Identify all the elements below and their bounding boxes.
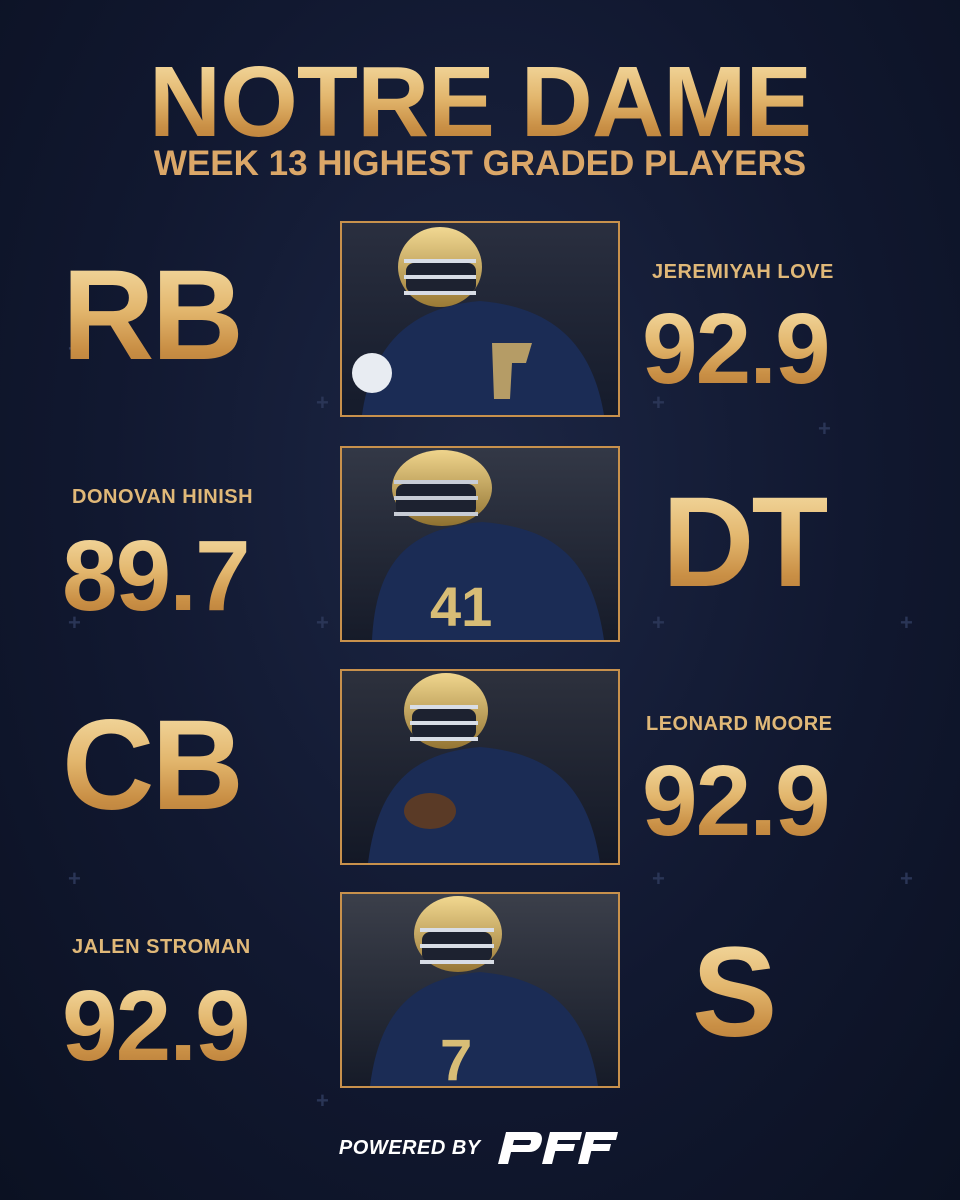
player-silhouette-icon: 7: [342, 894, 618, 1086]
player-name: LEONARD MOORE: [646, 713, 833, 735]
pff-logo-icon: [498, 1132, 619, 1164]
player-name: DONOVAN HINISH: [72, 486, 254, 508]
player-silhouette-icon: [342, 223, 618, 415]
plus-decoration-icon: +: [652, 866, 665, 891]
player-row-rb: RB JEREMIYAH LOVE 92.9: [0, 221, 960, 421]
player-name: JALEN STROMAN: [72, 936, 251, 958]
player-photo: [340, 221, 620, 417]
plus-decoration-icon: +: [316, 1088, 329, 1113]
position-label: RB: [62, 244, 244, 387]
player-silhouette-icon: 41: [342, 448, 618, 640]
position-label: DT: [662, 471, 830, 614]
plus-decoration-icon: +: [818, 416, 831, 441]
plus-decoration-icon: +: [316, 390, 329, 415]
player-row-cb: CB LEONARD MOORE 92.9: [0, 669, 960, 869]
powered-by-label: POWERED BY: [338, 1136, 481, 1159]
plus-decoration-icon: +: [652, 610, 665, 635]
player-grade: 92.9: [642, 745, 831, 857]
plus-decoration-icon: +: [316, 610, 329, 635]
svg-text:41: 41: [430, 575, 492, 638]
plus-decoration-icon: +: [68, 338, 81, 360]
player-grade: 92.9: [62, 970, 251, 1082]
plus-decoration-icon: +: [68, 866, 81, 891]
position-label: S: [692, 921, 777, 1064]
player-silhouette-icon: [342, 671, 618, 863]
footer: POWERED BY: [0, 1128, 960, 1168]
page-subtitle: WEEK 13 HIGHEST GRADED PLAYERS: [153, 144, 807, 183]
plus-decoration-icon: +: [900, 610, 913, 635]
page-title: NOTRE DAME: [0, 52, 960, 152]
player-grade: 89.7: [62, 520, 251, 632]
player-photo: 41: [340, 446, 620, 642]
plus-decoration-icon: +: [900, 866, 913, 891]
plus-decoration-icon: +: [68, 612, 81, 634]
position-label: CB: [62, 694, 244, 837]
player-row-s: JALEN STROMAN 92.9 7 S: [0, 892, 960, 1092]
player-row-dt: DONOVAN HINISH 89.7 41 DT: [0, 446, 960, 646]
player-photo: [340, 669, 620, 865]
player-grade: 92.9: [642, 293, 831, 405]
player-name: JEREMIYAH LOVE: [652, 261, 834, 283]
svg-text:7: 7: [440, 1028, 472, 1086]
player-photo: 7: [340, 892, 620, 1088]
plus-decoration-icon: +: [652, 390, 665, 415]
